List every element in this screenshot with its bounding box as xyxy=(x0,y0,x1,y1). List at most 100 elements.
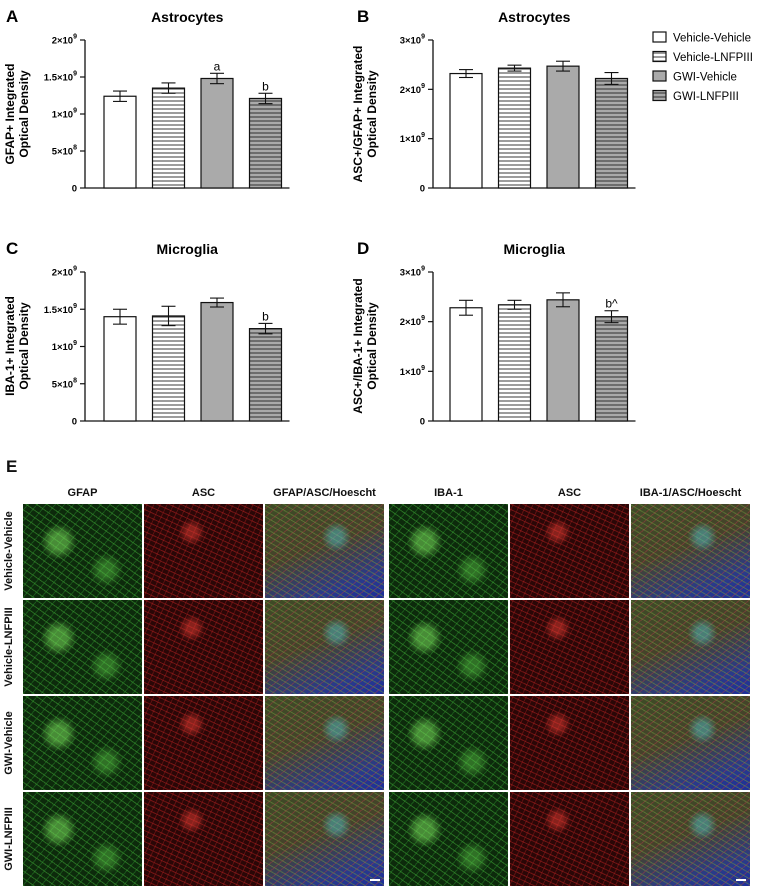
legend: Vehicle-Vehicle Vehicle-LNFPIII GWI-Vehicl… xyxy=(652,31,753,103)
chart-title: Microglia xyxy=(504,241,566,257)
y-tick-label: 1×109 xyxy=(52,108,77,121)
micrograph-merge xyxy=(630,695,751,791)
y-tick-label: 0 xyxy=(420,184,425,195)
bar xyxy=(200,77,234,189)
y-axis-label: Optical Density xyxy=(365,302,379,390)
y-tick-label: 3×109 xyxy=(400,266,425,279)
bar xyxy=(497,304,532,422)
panel-letter: A xyxy=(6,7,18,26)
column-header: ASC xyxy=(557,487,582,499)
legend-label: GWI-LNFPIII xyxy=(673,91,739,103)
legend-swatch xyxy=(652,89,667,102)
row-label: Vehicle-LNFPIII xyxy=(3,607,15,687)
panel-letter: D xyxy=(357,239,369,258)
micrograph-merge xyxy=(630,791,751,887)
scale-bar xyxy=(370,879,380,881)
y-tick-label: 0 xyxy=(72,417,77,428)
panel-letter: B xyxy=(357,7,369,26)
significance-label: b xyxy=(262,309,269,323)
bar xyxy=(248,97,283,189)
micrograph-green xyxy=(22,503,143,599)
y-tick-label: 2×109 xyxy=(52,266,77,279)
panel-letter-e: E xyxy=(6,457,18,476)
bar xyxy=(546,65,580,189)
bar xyxy=(103,95,137,189)
y-tick-label: 3×109 xyxy=(400,34,425,47)
bar-charts-area: Vehicle-Vehicle Vehicle-LNFPIII GWI-Vehicl… xyxy=(3,7,753,428)
column-header: ASC xyxy=(191,487,216,499)
column-header: GFAP xyxy=(67,487,98,499)
bar xyxy=(449,307,483,422)
micrograph-green xyxy=(388,791,509,887)
bar xyxy=(594,316,629,422)
micrograph-merge xyxy=(264,503,385,599)
y-axis-label: GFAP+ Integrated xyxy=(3,63,17,164)
significance-label: b xyxy=(262,79,269,93)
y-tick-label: 5×108 xyxy=(52,145,77,158)
y-axis-label: ASC+/IBA-1+ Integrated xyxy=(351,278,365,413)
y-tick-label: 5×108 xyxy=(52,377,77,390)
chart-panel-a: A Astrocytes GFAP+ Integrated Optical Densi… xyxy=(3,7,290,195)
y-tick-label: 1×109 xyxy=(400,132,425,145)
bar xyxy=(200,301,234,422)
micrograph-red xyxy=(143,599,264,695)
micrograph-red xyxy=(143,791,264,887)
y-tick-label: 2×109 xyxy=(52,34,77,47)
y-tick-label: 1×109 xyxy=(400,365,425,378)
row-label: GWI-LNFPIII xyxy=(3,807,15,871)
y-tick-label: 2×109 xyxy=(400,315,425,328)
bar xyxy=(151,87,186,189)
scale-bar xyxy=(736,879,746,881)
column-header: IBA-1/ASC/Hoescht xyxy=(639,487,742,499)
bar xyxy=(449,72,483,189)
y-tick-label: 2×109 xyxy=(400,83,425,96)
chart-title: Microglia xyxy=(157,241,219,257)
legend-label: GWI-Vehicle xyxy=(673,72,737,84)
micrograph-green xyxy=(388,695,509,791)
micrograph-merge xyxy=(630,599,751,695)
y-tick-label: 1.5×109 xyxy=(44,303,77,316)
significance-label: b^ xyxy=(605,297,618,311)
y-tick-label: 0 xyxy=(420,417,425,428)
significance-label: a xyxy=(214,59,221,73)
micrograph-red xyxy=(509,695,630,791)
legend-swatch xyxy=(652,50,667,63)
chart-panel-b: B Astrocytes ASC+/GFAP+ Integrated Optical … xyxy=(351,7,636,195)
bar xyxy=(497,67,532,189)
chart-title: Astrocytes xyxy=(151,9,224,25)
micrograph-merge xyxy=(264,695,385,791)
micrograph-red xyxy=(143,503,264,599)
bar xyxy=(248,328,283,422)
legend-swatch xyxy=(652,31,667,43)
row-label: GWI-Vehicle xyxy=(3,711,15,775)
y-axis-label: Optical Density xyxy=(17,302,31,390)
panel-letter: C xyxy=(6,239,18,258)
micrograph-merge xyxy=(264,599,385,695)
y-axis-label: IBA-1+ Integrated xyxy=(3,296,17,396)
y-axis-label: Optical Density xyxy=(17,70,31,158)
micrograph-green xyxy=(22,791,143,887)
legend-label: Vehicle-Vehicle xyxy=(673,33,751,45)
chart-title: Astrocytes xyxy=(498,9,571,25)
y-tick-label: 1.5×109 xyxy=(44,71,77,84)
bar xyxy=(103,316,137,422)
legend-label: Vehicle-LNFPIII xyxy=(673,52,753,64)
y-tick-label: 0 xyxy=(72,184,77,195)
micrograph-red xyxy=(509,791,630,887)
y-tick-label: 1×109 xyxy=(52,340,77,353)
y-axis-label: Optical Density xyxy=(365,70,379,158)
legend-swatch xyxy=(652,70,667,82)
column-header: GFAP/ASC/Hoescht xyxy=(273,487,376,499)
bar xyxy=(151,315,186,422)
micrograph-merge xyxy=(630,503,751,599)
micrograph-green xyxy=(22,599,143,695)
micrograph-red xyxy=(509,503,630,599)
micrograph-panel: E GFAP ASC GFAP/ASC/Hoescht IBA-1 ASC IBA-1/A… xyxy=(0,455,765,887)
row-label: Vehicle-Vehicle xyxy=(3,511,15,591)
chart-panel-d: D Microglia ASC+/IBA-1+ Integrated Optical … xyxy=(351,239,636,428)
micrograph-merge xyxy=(264,791,385,887)
micrograph-green xyxy=(388,503,509,599)
micrograph-red xyxy=(509,599,630,695)
chart-panel-c: C Microglia IBA-1+ Integrated Optical Densi… xyxy=(3,239,290,428)
column-header: IBA-1 xyxy=(434,487,463,499)
